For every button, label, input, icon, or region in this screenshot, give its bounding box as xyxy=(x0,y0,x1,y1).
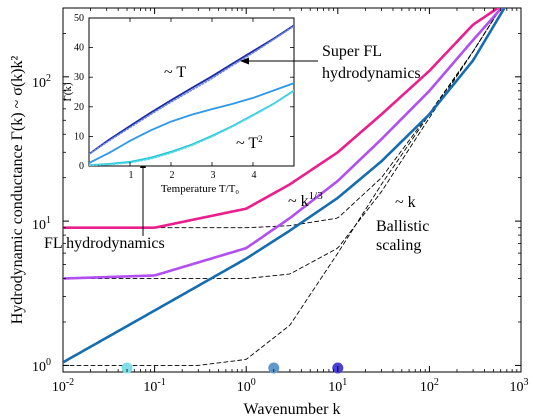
inset-series-group xyxy=(89,24,294,166)
main-series-group xyxy=(63,8,506,366)
inset-annotation-t-squared: ~ T2 xyxy=(236,134,263,152)
x-tick-label-5: 103 xyxy=(510,377,529,395)
main-ticks-group xyxy=(62,7,522,373)
x-tick-label-3: 101 xyxy=(328,377,347,395)
inset-x-tick-label-3: 3 xyxy=(211,170,216,181)
inset-x-tick-label-4: 4 xyxy=(252,170,257,181)
annotation-fl-hydrodynamics: FL hydrodynamics xyxy=(44,235,165,252)
annotation-scaling: scaling xyxy=(376,237,421,254)
inset-y-axis-title: Γ(k) xyxy=(62,82,74,102)
x-tick-label-2: 100 xyxy=(237,377,256,395)
main-series-line-0 xyxy=(63,8,501,230)
x-tick-label-1: 10-1 xyxy=(143,377,165,395)
annotation-super-fl: Super FL xyxy=(322,43,382,60)
annotation-ballistic: Ballistic xyxy=(376,218,429,235)
inset-y-tick-label-0: 0 xyxy=(79,161,84,172)
inset-series-line-2 xyxy=(89,82,294,164)
inset-annotation-t: ~ T xyxy=(164,64,186,81)
inset-plot-frame xyxy=(88,17,295,167)
annotation-k-one-third: ~ k1/3 xyxy=(288,190,323,210)
main-marker-0 xyxy=(121,362,133,374)
y-tick-label-0: 100 xyxy=(32,357,51,375)
inset-y-tick-label-20: 20 xyxy=(74,102,84,113)
inset-series-line-4 xyxy=(89,90,294,166)
y-axis-title: Hydrodynamic conductance Γ(k) ~ σ(k)k² xyxy=(9,56,26,325)
inset-y-tick-label-40: 40 xyxy=(74,43,84,54)
inset-ticks-group xyxy=(89,18,294,166)
main-series-line-2 xyxy=(63,8,506,364)
inset-series-line-0 xyxy=(89,24,294,156)
annotation-hydrodynamics: hydrodynamics xyxy=(322,65,421,82)
arrow-super-fl xyxy=(240,57,318,65)
main-series-line-3 xyxy=(63,8,502,229)
main-series-line-1 xyxy=(63,8,504,280)
x-axis-title: Wavenumber k xyxy=(244,401,341,418)
inset-series-line-1 xyxy=(89,25,294,155)
inset-x-tick-label-1: 1 xyxy=(129,170,134,181)
inset-y-tick-label-50: 50 xyxy=(74,13,84,24)
inset-y-tick-label-30: 30 xyxy=(74,72,84,83)
x-tick-label-0: 10-2 xyxy=(52,377,74,395)
x-tick-label-4: 102 xyxy=(420,377,439,395)
inset-x-axis-title: Temperature T/T₀ xyxy=(161,183,239,195)
y-tick-label-2: 102 xyxy=(32,73,51,91)
annotation-k-linear: ~ k xyxy=(395,194,416,211)
inset-x-tick-label-2: 2 xyxy=(170,170,175,181)
main-marker-1 xyxy=(268,362,280,374)
inset-y-tick-label-10: 10 xyxy=(74,131,84,142)
y-tick-label-1: 101 xyxy=(32,215,51,233)
